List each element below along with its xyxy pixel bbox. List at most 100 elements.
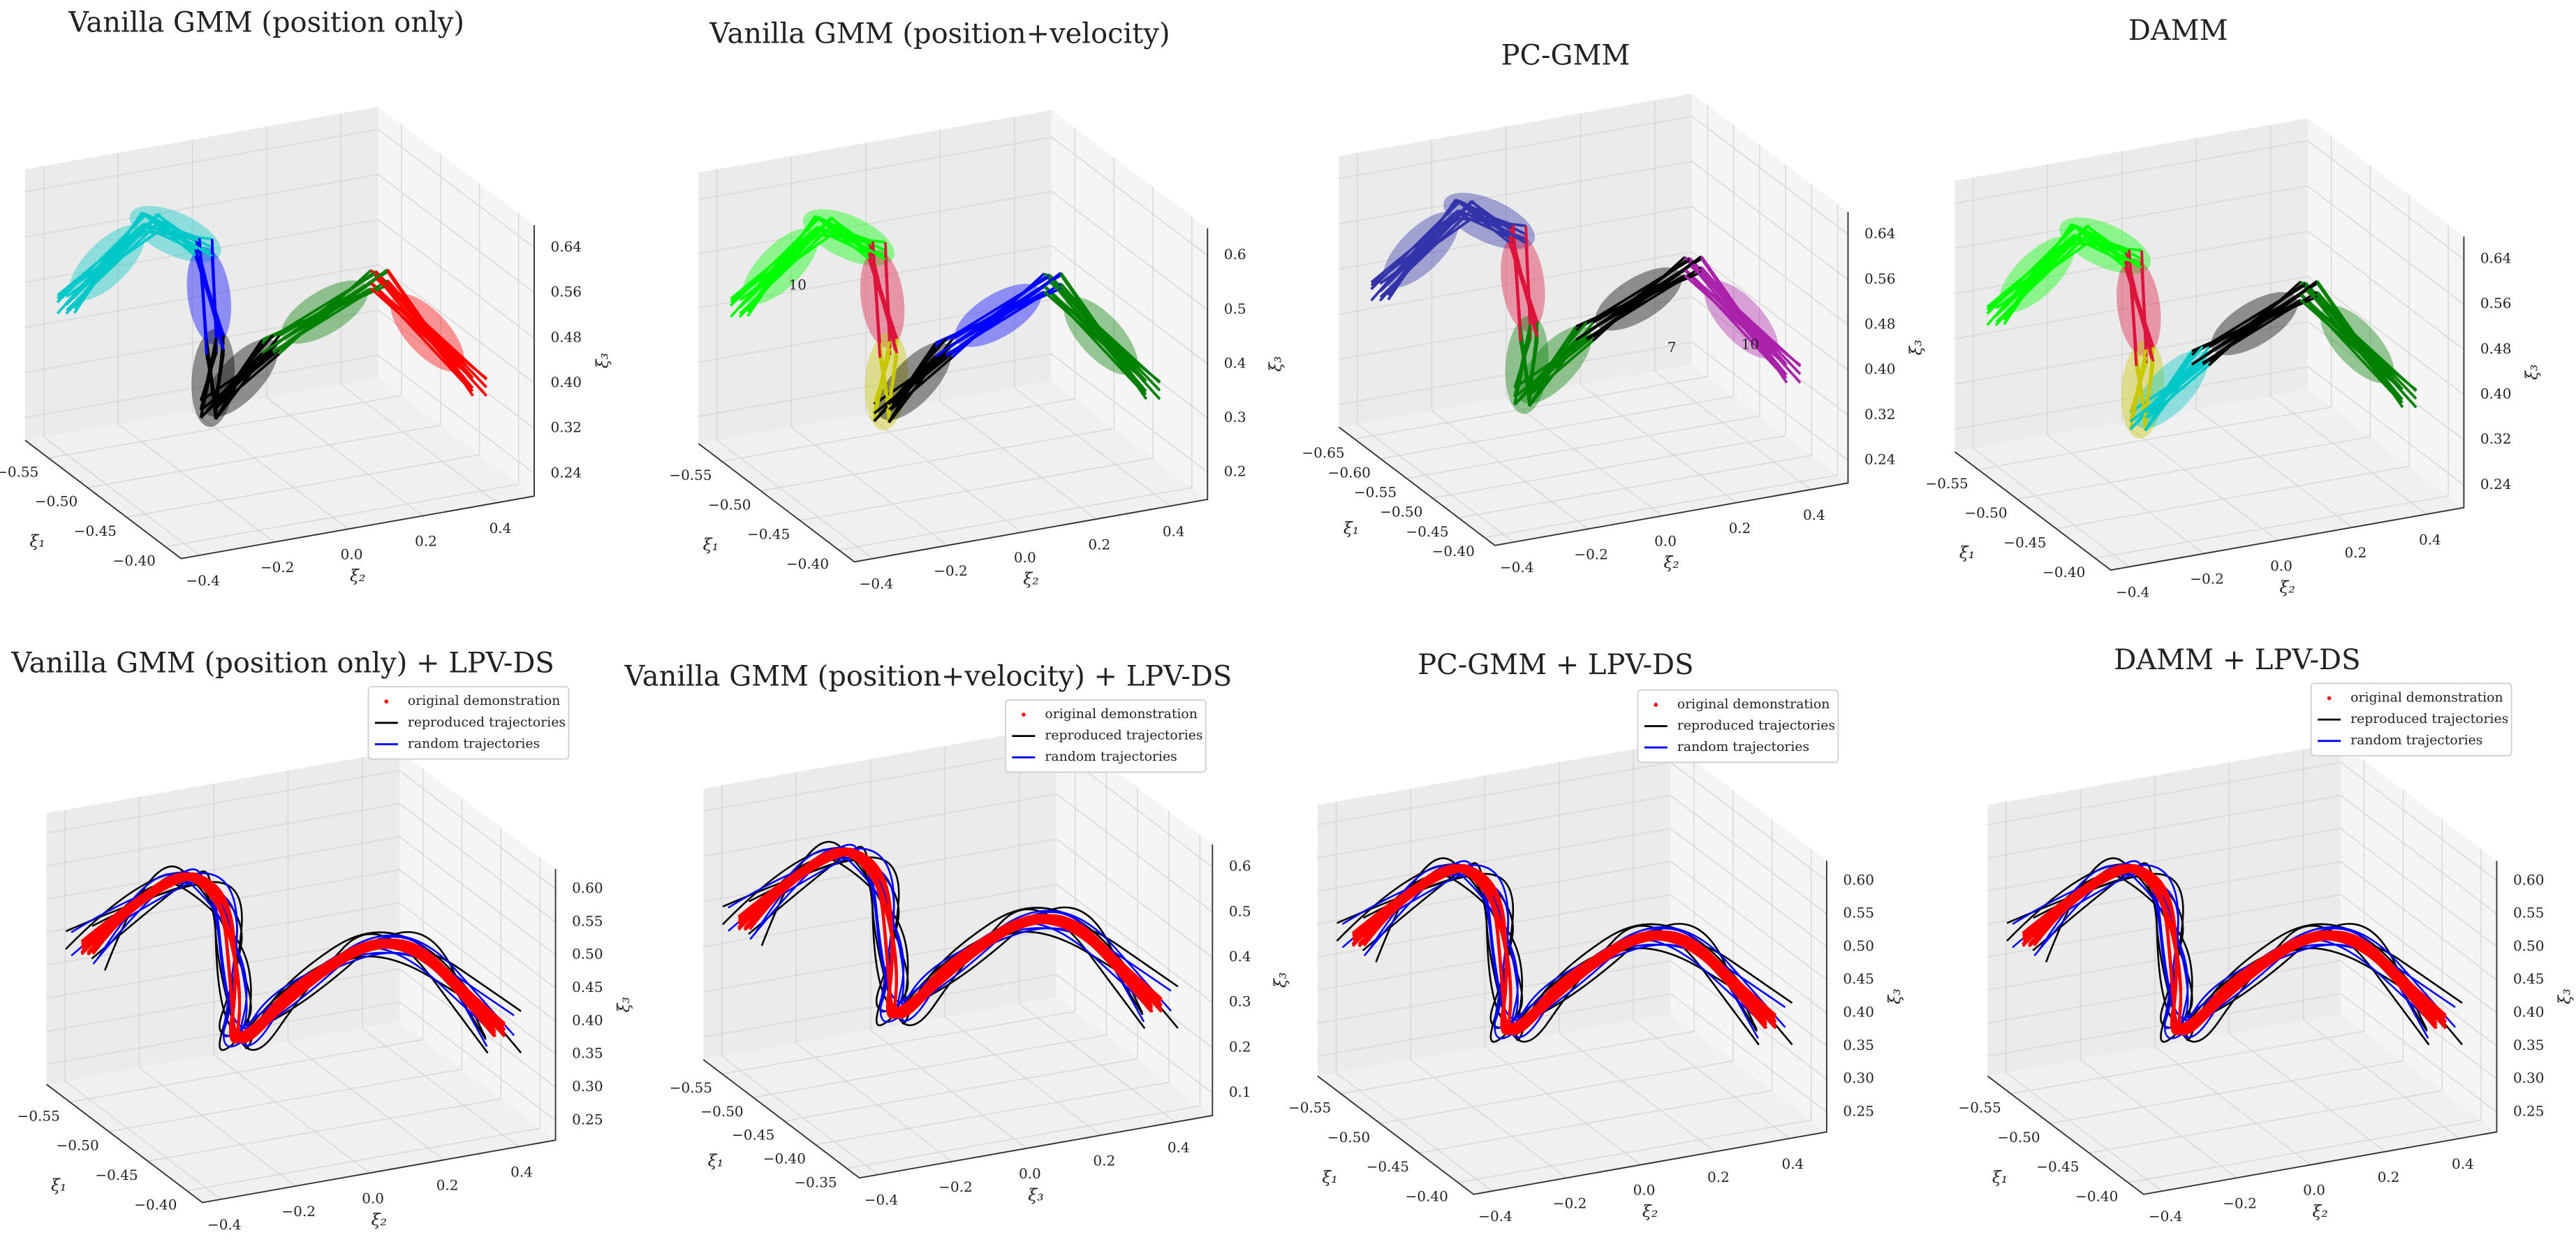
z-tick-label: 0.40 [2513, 1004, 2545, 1021]
grid-line [1317, 861, 1827, 981]
z-tick-label: 0.45 [2513, 970, 2545, 987]
z-tick-label: 0.35 [1843, 1037, 1874, 1053]
z-tick-label: 0.50 [1843, 937, 1874, 954]
x-tick-label: −0.40 [2075, 1188, 2118, 1205]
trajectory [830, 225, 874, 243]
y-tick-label: 0.0 [1633, 1182, 1656, 1199]
trajectory [2304, 288, 2417, 392]
grid-line [46, 869, 557, 989]
trajectory [369, 287, 472, 379]
trajectory [884, 259, 891, 342]
grid-line [698, 244, 1208, 365]
trajectory [1700, 256, 1788, 379]
z-tick-label: 0.2 [1224, 463, 1246, 480]
back-pane [399, 750, 556, 1141]
x-axis-label: ξ₁ [708, 1150, 723, 1170]
grid-line [1013, 116, 1171, 506]
x-tick-label: −0.45 [732, 1127, 774, 1144]
z-axis-label: ξ₃ [614, 997, 633, 1012]
trajectory [144, 214, 213, 258]
trajectory [200, 351, 274, 411]
grid-line [48, 124, 402, 459]
y-axis-label: ξ₂ [2312, 1201, 2327, 1221]
y-tick-label: 0.2 [1707, 1169, 1730, 1185]
grid-line [698, 353, 1208, 473]
grid-line [760, 157, 1114, 492]
z-tick-label: 0.48 [1864, 316, 1896, 333]
x-tick-label: −0.50 [700, 1103, 743, 1120]
chart-title: DAMM [2128, 15, 2228, 47]
z-tick-label: 0.64 [551, 238, 582, 255]
grid-line [2195, 138, 2353, 528]
y-tick-label: 0.2 [1729, 520, 1751, 536]
floor-pane [24, 377, 535, 559]
x-tick-label: −0.40 [1406, 1188, 1448, 1205]
legend-label: random trajectories [2350, 733, 2482, 748]
chart-title: DAMM + LPV-DS [2114, 644, 2360, 676]
z-tick-label: 0.56 [1864, 270, 1896, 287]
y-tick-label: −0.4 [864, 1192, 899, 1208]
grid-line [2095, 224, 2449, 559]
trajectory [194, 249, 226, 351]
trajectory [2202, 279, 2318, 365]
x-tick-label: −0.45 [1367, 1158, 1409, 1175]
trajectory [1471, 208, 1514, 227]
z-tick-label: 0.30 [1843, 1069, 1874, 1086]
grid-line [1987, 960, 2497, 1080]
grid-line [2005, 801, 2163, 1192]
x-tick-label: −0.40 [763, 1150, 806, 1167]
z-axis-label: ξ₃ [1906, 339, 1926, 355]
z-tick-label: 0.60 [1843, 871, 1874, 888]
y-tick-label: 0.0 [362, 1190, 384, 1206]
panel: −0.55 −0.50 −0.45 −0.40 −0.4 −0.2 0.0 0.2 0.4 0.2… [669, 110, 1286, 592]
trajectory [1519, 341, 1531, 393]
trajectory [386, 268, 474, 393]
z-tick-label: 0.6 [1224, 246, 1246, 263]
y-tick-label: −0.2 [281, 1203, 316, 1220]
x-tick-label: −0.35 [794, 1174, 837, 1190]
grid-line [2228, 762, 2386, 1153]
grid-line [1580, 113, 1737, 504]
trajectory [2129, 349, 2148, 422]
x-tick-label: −0.45 [2003, 534, 2046, 550]
trajectory [873, 348, 892, 422]
y-axis-label: ξ₃ [1028, 1185, 1043, 1205]
z-tick-label: 0.50 [2513, 937, 2545, 954]
grid-line [2303, 749, 2460, 1139]
z-tick-label: 0.45 [572, 979, 603, 995]
grid-line [721, 785, 878, 1176]
y-tick-label: 0.4 [490, 520, 512, 536]
trajectory [2299, 299, 2402, 390]
y-tick-label: −0.4 [2149, 1208, 2183, 1225]
legend-box [2310, 682, 2512, 757]
grid-line [1380, 125, 1735, 460]
trajectory [1688, 264, 1802, 367]
z-axis-label: ξ₃ [1885, 988, 1904, 1004]
y-tick-label: 0.0 [1654, 533, 1677, 550]
trajectory [1513, 338, 1588, 398]
legend-label: original demonstration [1677, 697, 1830, 712]
y-tick-label: 0.0 [1019, 1165, 1041, 1182]
z-tick-label: 0.4 [1229, 948, 1251, 965]
grid-line [939, 129, 1097, 520]
x-axis-label: ξ₁ [703, 534, 719, 554]
grid-line [1633, 749, 1790, 1139]
trajectory [1508, 235, 1539, 337]
trajectory [1986, 226, 2076, 315]
grid-line [64, 810, 221, 1200]
x-tick-label: −0.65 [1302, 444, 1344, 461]
grid-line [944, 745, 1102, 1136]
grid-line [46, 902, 557, 1022]
z-tick-label: 0.6 [1229, 858, 1251, 875]
z-tick-label: 0.35 [572, 1045, 603, 1062]
x-axis-label: ξ₁ [29, 532, 45, 551]
panel: −0.55 −0.50 −0.45 −0.40 −0.4 −0.2 0.0 0.2 0.4 0.2… [1288, 743, 1904, 1225]
grid-line [340, 113, 498, 504]
grid-line [2089, 819, 2443, 1154]
x-tick-label: −0.55 [1288, 1099, 1331, 1116]
y-tick-label: −0.4 [186, 572, 220, 589]
z-tick-label: 0.40 [2480, 386, 2512, 402]
trajectory [2135, 365, 2147, 418]
trajectory [878, 357, 891, 410]
z-tick-label: 0.55 [2513, 905, 2545, 921]
